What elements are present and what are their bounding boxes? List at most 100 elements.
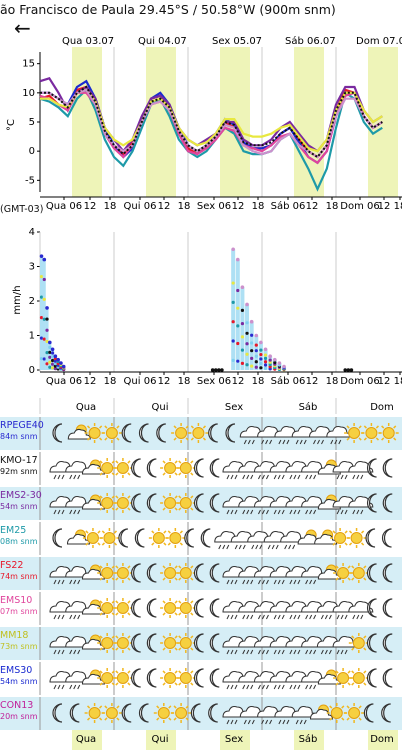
sun-icon [171,423,192,443]
precip-dot [48,345,52,349]
moon-icon [138,703,149,723]
precip-dot [236,324,240,328]
sun-icon [348,633,369,653]
rain-cloud-icon [291,706,317,725]
precip-dot [231,320,235,324]
precip-bar [254,335,259,370]
precip-dot [51,358,55,363]
precip-dot [263,363,268,367]
moon-icon [366,633,377,653]
model-elevation: 08m snm [0,537,38,546]
y-tick-label: 4 [29,227,35,238]
precip-dot [250,356,254,361]
moon-icon [131,668,141,688]
model-name: EM25 [0,525,27,536]
x-tick-label: 12 [84,376,97,387]
moon-icon [131,458,141,478]
precip-dot [56,357,60,362]
y-tick-label: 10 [22,88,35,99]
moon-icon [131,633,141,653]
moon-icon [52,528,63,548]
sun-icon [378,423,399,443]
sun-icon [165,528,186,548]
day-band [72,730,102,750]
x-tick-label: 12 [378,376,391,387]
x-tick-label: 12 [232,201,245,212]
precip-dot [250,364,254,368]
model-label: EMS10 07m snm [0,595,38,617]
x-tick-label: 12 [84,201,97,212]
model-elevation: 20m snm [0,712,38,721]
precip-dot [240,308,245,312]
sun-icon [175,598,196,618]
x-tick-label: Dom 06 [340,201,379,212]
model-label: CON13 20m snm [0,700,38,722]
precip-dot [245,342,249,346]
precip-bar [40,256,43,370]
sun-icon [175,458,196,478]
model-name: CON13 [0,700,34,711]
precip-dot [39,254,44,258]
temp-y-label: °C [6,119,17,131]
precip-dot [240,348,245,352]
precip-dot [48,355,52,359]
x-tick-label: Qua 06 [46,376,82,387]
day-label: Sáb 06.07 [285,35,336,47]
precip-dot [268,362,272,367]
y-tick-label: 15 [22,59,35,70]
x-tick-label: 12 [378,201,391,212]
sun-icon [153,703,174,723]
model-label: KMO-17 92m snm [0,455,38,477]
moon-icon [131,493,141,513]
sun-icon [326,703,347,723]
precip-dot [263,366,268,370]
sun-icon [112,493,133,513]
arrow-left-icon[interactable]: ← [14,16,31,40]
sun-icon [97,493,118,513]
sun-icon [175,633,196,653]
day-label: Qua 03.07 [62,36,114,47]
precip-dot [51,366,55,370]
sun-icon [171,703,192,723]
precip-dot [45,351,49,355]
precip-dot [53,364,57,368]
day-label: Dom 07.0 [356,36,402,47]
precip-dot [250,333,254,337]
sun-icon [348,668,369,688]
day-band [72,47,102,197]
sun-icon [97,668,118,688]
precip-dot [48,340,52,345]
precip-dot [50,347,55,352]
precip-dot [210,368,215,372]
precip-dot [277,361,282,365]
precip-dot [53,362,57,366]
precip-dot [53,354,58,359]
precip-dot [240,335,245,339]
sun-icon [112,598,133,618]
x-tick-label: 18 [104,201,117,212]
x-tick-label: Dom 06 [340,376,379,387]
precip-dot [259,348,263,352]
precip-dot [254,349,258,353]
sun-icon [112,633,133,653]
timezone-label: (GMT-03) [0,204,44,215]
moon-icon [131,598,141,618]
y-tick-label: 0 [29,365,35,376]
model-name: RPEGE40 [0,420,44,431]
x-tick-label: Sex 06 [197,201,231,212]
precip-dot [231,358,235,362]
precip-dot [236,288,240,293]
moon-icon [121,423,132,443]
moon-icon [366,563,377,583]
precip-dot [59,361,63,365]
precip-dot [48,360,52,364]
precip-dot [254,365,258,369]
precip-dot [236,341,240,346]
moon-icon [225,423,236,443]
precip-dot [42,337,46,341]
precip-dot [254,354,258,358]
precip-dot [268,360,272,364]
precip-dot [45,339,49,344]
x-tick-label: Sex 06 [197,376,231,387]
